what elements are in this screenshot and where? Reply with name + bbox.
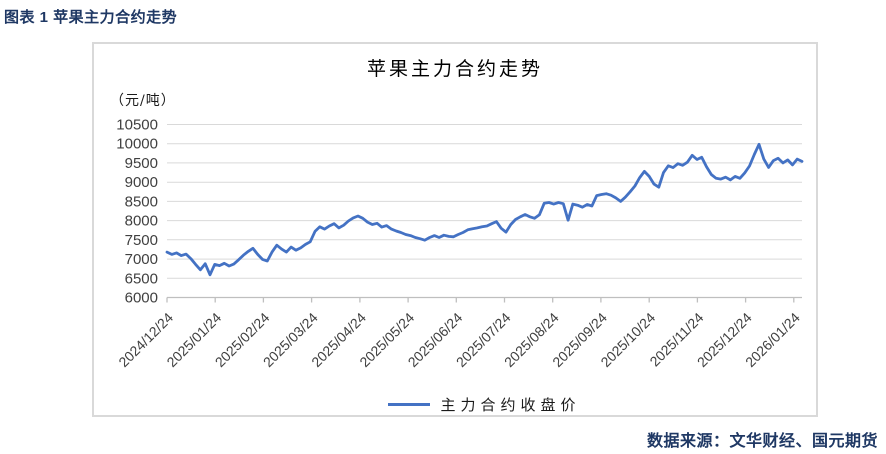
y-axis-unit-label: （元/吨）: [110, 93, 176, 109]
figure-caption: 图表 1 苹果主力合约走势: [4, 9, 178, 26]
data-source-note: 数据来源：文华财经、国元期货: [646, 433, 878, 450]
legend-label: 主力合约收盘价: [440, 396, 581, 414]
chart-container: [92, 42, 818, 417]
chart-title: 苹果主力合约走势: [366, 58, 543, 80]
chart-legend: 主力合约收盘价: [167, 394, 802, 415]
legend-line-swatch: [388, 403, 431, 406]
